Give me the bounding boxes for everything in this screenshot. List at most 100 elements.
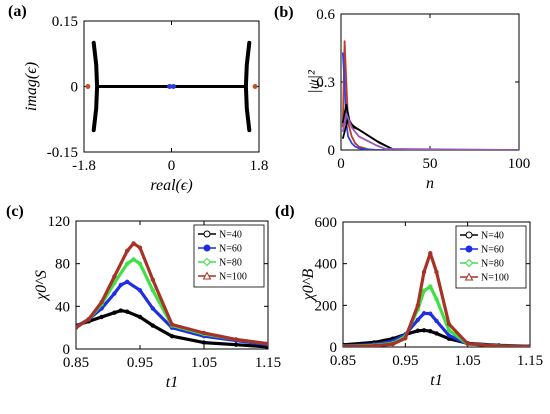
series-marker [201,340,207,345]
y-tick-label: 400 [315,257,338,273]
plot-area [343,251,530,347]
series-marker [446,321,452,327]
plot-area [85,40,258,133]
series-marker [421,328,427,333]
axes-frame [340,13,520,151]
x-tick-label: 100 [508,156,531,172]
plot-area [341,40,519,150]
series-marker [169,322,175,327]
series-marker [415,303,420,308]
series-marker [150,288,155,293]
x-axis-label: n [426,175,434,192]
y-tick-label: 40 [55,299,70,315]
panel-label: (c) [6,203,24,220]
legend-marker [464,258,474,268]
eigenvalue-point [85,84,91,89]
x-tick-label: 0 [168,158,176,174]
legend-marker [203,230,211,238]
series-marker [112,291,117,296]
x-axis-label: t1 [430,372,442,389]
x-tick-label: 50 [423,156,438,172]
series-marker [99,299,104,305]
series-marker [118,308,123,313]
series-marker [124,261,130,266]
series-marker [343,344,346,347]
series-marker [390,341,396,347]
legend-label: N=60 [481,245,504,256]
legend-marker [464,272,474,281]
series-marker [137,314,143,320]
x-axis-label: t1 [166,374,178,391]
series-line [341,117,519,150]
y-tick-label: -0.15 [47,145,78,161]
x-tick-label: 1.8 [250,158,269,174]
series-marker [150,277,155,282]
y-tick-label: 0.3 [316,75,335,91]
series-marker [112,310,117,315]
series-marker [169,334,175,339]
legend-label: N=40 [219,230,242,241]
series-marker [428,251,433,256]
legend-marker [203,244,211,252]
series-marker [201,330,207,336]
y-axis-label: |ψ|² [306,69,323,94]
series-marker [371,343,377,347]
series-marker [446,328,452,333]
series-marker [137,261,143,266]
legend-label: N=80 [481,259,504,270]
series-line [76,309,268,349]
series-line [343,285,530,347]
eigenvalue-point [252,84,258,89]
panel-a: (a) -1.8 0 1.8 -0.15 0 0.15 real(ϵ) imag(ϵ) [8,3,268,194]
series-line [341,40,519,150]
series-marker [86,316,91,322]
legend-label: N=60 [219,244,242,255]
panel-d: (d)0.85 0.95 1.05 1.150200400600t1χ0^BN=40N… [275,203,543,389]
y-tick-label: 0.6 [316,7,335,23]
panel-label: (a) [8,3,27,20]
legend-marker [465,245,473,253]
y-tick-label: 0 [71,80,79,96]
y-tick-label: 0.15 [52,14,78,30]
y-tick-label: 120 [48,214,71,230]
series-line [341,112,519,150]
series-marker [131,257,136,262]
x-tick-label: 1.05 [455,353,481,369]
y-axis-label: χ0^S [33,270,50,302]
x-tick-label: 1.15 [517,353,543,369]
y-tick-label: 200 [315,298,338,314]
series-marker [421,269,427,275]
legend: N=40 N=60 N=80 N=100 [455,225,527,289]
y-tick-label: 0 [330,340,338,356]
series-marker [446,333,452,338]
panel-b: (b) 0 50 100 0 0.3 0.6 n |ψ|² [274,4,530,192]
series-marker [150,323,155,328]
y-tick-label: 0 [328,143,336,159]
legend-label: N=40 [481,231,504,242]
series-line [341,52,519,150]
series-marker [124,248,130,254]
series-marker [434,318,439,324]
series-marker [76,325,79,330]
series-marker [415,317,420,323]
spectrum-arc [243,40,252,133]
series-marker [434,296,439,302]
legend-marker [202,257,212,267]
x-axis-label: real(ϵ) [150,177,192,194]
series-marker [465,341,470,346]
series-marker [403,336,408,341]
series-line [76,241,268,346]
y-tick-label: 80 [55,257,70,273]
series-marker [496,343,502,347]
legend-label: N=80 [219,258,242,269]
axes-frame [342,221,531,348]
series-marker [118,282,123,288]
series-marker [434,331,439,336]
series-marker [428,311,433,316]
legend: N=40 N=60 N=80 N=100 [193,224,265,288]
panel-label: (b) [274,4,294,21]
axes-frame [75,220,269,350]
x-tick-label: 0.85 [330,353,356,369]
series-marker [112,274,117,279]
